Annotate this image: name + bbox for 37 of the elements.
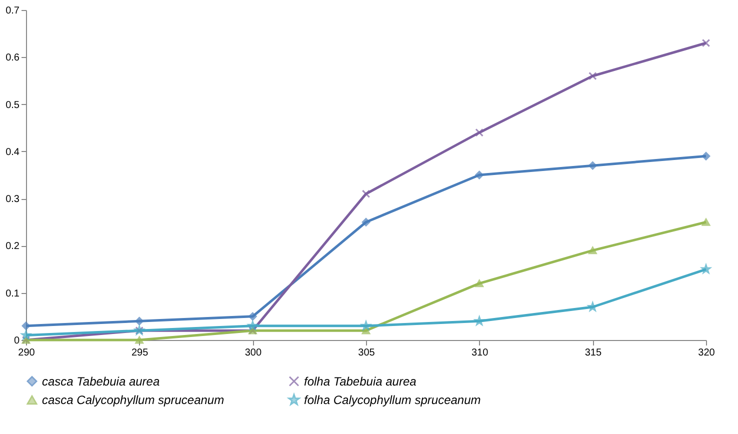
- legend-label: casca Tabebuia aurea: [42, 374, 160, 388]
- point: [475, 280, 484, 288]
- point: [362, 326, 370, 334]
- x-tick-label: 305: [358, 348, 376, 358]
- legend-label: folha Tabebuia aurea: [304, 374, 417, 388]
- x-tick-label: 315: [584, 348, 602, 358]
- y-tick-label: 0.6: [6, 52, 20, 64]
- point: [588, 161, 597, 170]
- legend-label: folha Calycophyllum spruceanum: [304, 393, 481, 407]
- y-tick-label: 0.1: [6, 288, 20, 300]
- x-tick-label: 320: [698, 348, 716, 358]
- legend-label: casca Calycophyllum spruceanum: [42, 393, 224, 407]
- point: [588, 72, 597, 80]
- point: [362, 190, 370, 198]
- point: [362, 218, 370, 226]
- x-tick-label: 295: [131, 348, 149, 358]
- point: [702, 38, 710, 48]
- point: [475, 128, 484, 137]
- point: [135, 316, 144, 326]
- y-tick-label: 0.4: [6, 146, 20, 158]
- y-tick-label: 0.2: [6, 241, 20, 252]
- point: [248, 312, 257, 321]
- y-tick-label: 0: [14, 336, 20, 346]
- point: [475, 170, 484, 180]
- point: [702, 218, 710, 226]
- point: [588, 246, 597, 254]
- x-tick-label: 300: [244, 348, 262, 358]
- point: [361, 321, 371, 330]
- y-tick-label: 0.3: [6, 194, 20, 206]
- point: [702, 152, 710, 160]
- x-tick-label: 310: [471, 348, 489, 358]
- point: [701, 264, 711, 274]
- y-tick-label: 0.7: [6, 6, 20, 16]
- x-tick-label: 290: [18, 348, 36, 358]
- point: [135, 336, 144, 344]
- y-tick-label: 0.5: [6, 100, 20, 111]
- point: [22, 322, 30, 330]
